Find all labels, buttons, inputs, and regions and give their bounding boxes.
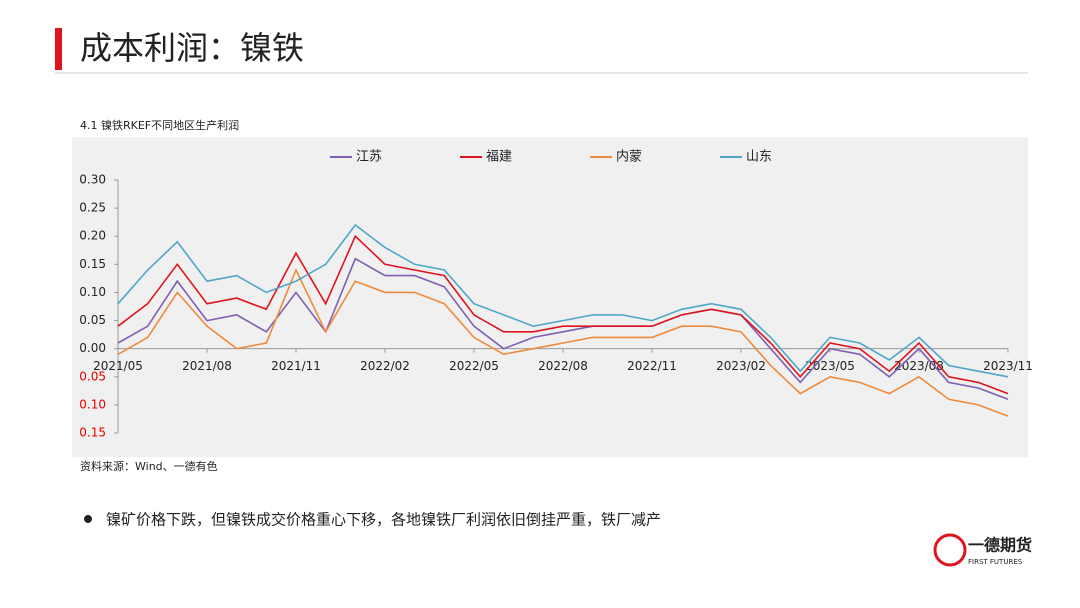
- y-tick-label: 0.00: [79, 341, 106, 355]
- logo-english: FIRST FUTURES: [968, 558, 1023, 566]
- y-tick-label: 0.20: [79, 229, 106, 243]
- legend-label: 福建: [486, 150, 512, 165]
- y-tick-label: 0.15: [79, 257, 106, 271]
- bullet-text: 镍矿价格下跌，但镍铁成交价格重心下移，各地镍铁厂利润依旧倒挂严重，铁厂减产: [106, 511, 661, 529]
- x-tick-label: 2021/08: [182, 359, 232, 373]
- x-tick-label: 2023/05: [805, 359, 855, 373]
- plot: 0.30 0.25 0.20 0.15 0.10 0.05 0.00 0.05 0.10 0.15…: [79, 149, 1033, 440]
- series-line: [117, 223, 1009, 378]
- x-tick-label: 2021/05: [93, 359, 143, 373]
- chart-area: [72, 137, 1028, 457]
- series-line: [117, 257, 1009, 401]
- series-line: [117, 234, 1009, 395]
- source: 资料来源：Wind、一德有色: [80, 459, 218, 473]
- y-tick-label: 0.25: [79, 201, 106, 215]
- y-tick-label: 0.10: [79, 285, 106, 299]
- x-tick-label: 2022/05: [449, 359, 499, 373]
- y-tick-label: 0.15: [79, 426, 106, 440]
- legend-label: 山东: [746, 150, 772, 165]
- x-tick-label: 2022/11: [627, 359, 677, 373]
- chart-title: 4.1 镍铁RKEF不同地区生产利润: [80, 118, 239, 132]
- title-bar: [55, 28, 62, 70]
- x-tick-label: 2023/02: [716, 359, 766, 373]
- y-tick-label: 0.05: [79, 369, 106, 383]
- x-tick-label: 2022/02: [360, 359, 410, 373]
- legend-label: 内蒙: [616, 149, 642, 165]
- logo-name: 一德期货: [968, 536, 1032, 555]
- bullet-dot: [84, 515, 92, 523]
- y-tick-label: 0.30: [79, 173, 106, 187]
- series-line: [117, 268, 1009, 417]
- logo-icon: [933, 533, 967, 567]
- slide-title: 成本利润：镍铁: [80, 29, 304, 67]
- x-tick-label: 2021/11: [271, 359, 321, 373]
- x-tick-label: 2022/08: [538, 359, 588, 373]
- y-tick-label: 0.05: [79, 313, 106, 327]
- legend-label: 江苏: [356, 149, 382, 165]
- x-tick-label: 2023/11: [983, 359, 1033, 373]
- y-tick-label: 0.10: [79, 397, 106, 411]
